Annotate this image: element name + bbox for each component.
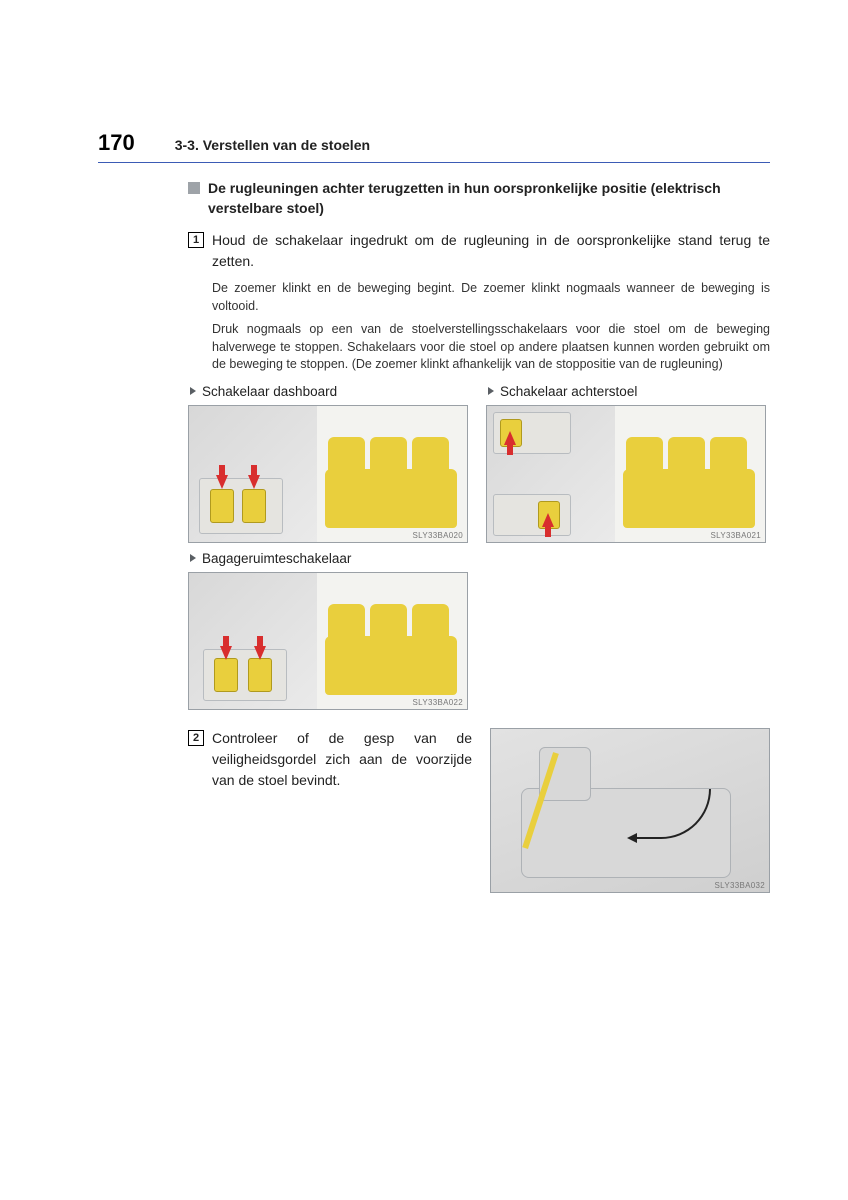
section-label: 3-3. Verstellen van de stoelen <box>175 137 370 153</box>
figure-seatbelt: SLY33BA032 <box>490 728 770 893</box>
switch-luggage-text: Bagageruimteschakelaar <box>202 551 351 566</box>
step-2-text: Controleer of de gesp van de veiligheids… <box>212 728 472 791</box>
step-1-sub2: Druk nogmaals op een van de stoelverstel… <box>212 321 770 374</box>
switch-luggage-label: Bagageruimteschakelaar <box>188 551 770 566</box>
heading-bullet-icon <box>188 182 200 194</box>
heading-text: De rugleuningen achter terugzetten in hu… <box>208 179 770 218</box>
switch-rear-label: Schakelaar achterstoel <box>486 384 770 399</box>
figure-code-luggage: SLY33BA022 <box>413 698 463 707</box>
switch-rear-text: Schakelaar achterstoel <box>500 384 637 399</box>
page-header: 170 3-3. Verstellen van de stoelen <box>98 130 770 156</box>
figure-rearseat: SLY33BA021 <box>486 405 766 543</box>
figure-code-dashboard: SLY33BA020 <box>413 531 463 540</box>
step-1: 1 Houd de schakelaar ingedrukt om de rug… <box>188 230 770 272</box>
figure-code-belt: SLY33BA032 <box>715 881 765 890</box>
figure-dashboard: SLY33BA020 <box>188 405 468 543</box>
step-2: 2 Controleer of de gesp van de veilighei… <box>188 728 472 791</box>
step-1-text: Houd de schakelaar ingedrukt om de rugle… <box>212 230 770 272</box>
figure-code-rear: SLY33BA021 <box>711 531 761 540</box>
triangle-icon <box>488 387 494 395</box>
header-rule <box>98 162 770 163</box>
switch-dashboard-label: Schakelaar dashboard <box>188 384 472 399</box>
page-number: 170 <box>98 130 135 156</box>
step-number-2: 2 <box>188 730 204 746</box>
step-1-sub1: De zoemer klinkt en de beweging begint. … <box>212 280 770 315</box>
switch-dashboard-text: Schakelaar dashboard <box>202 384 337 399</box>
triangle-icon <box>190 554 196 562</box>
triangle-icon <box>190 387 196 395</box>
figure-luggage: SLY33BA022 <box>188 572 468 710</box>
step-number-1: 1 <box>188 232 204 248</box>
heading: De rugleuningen achter terugzetten in hu… <box>188 179 770 218</box>
